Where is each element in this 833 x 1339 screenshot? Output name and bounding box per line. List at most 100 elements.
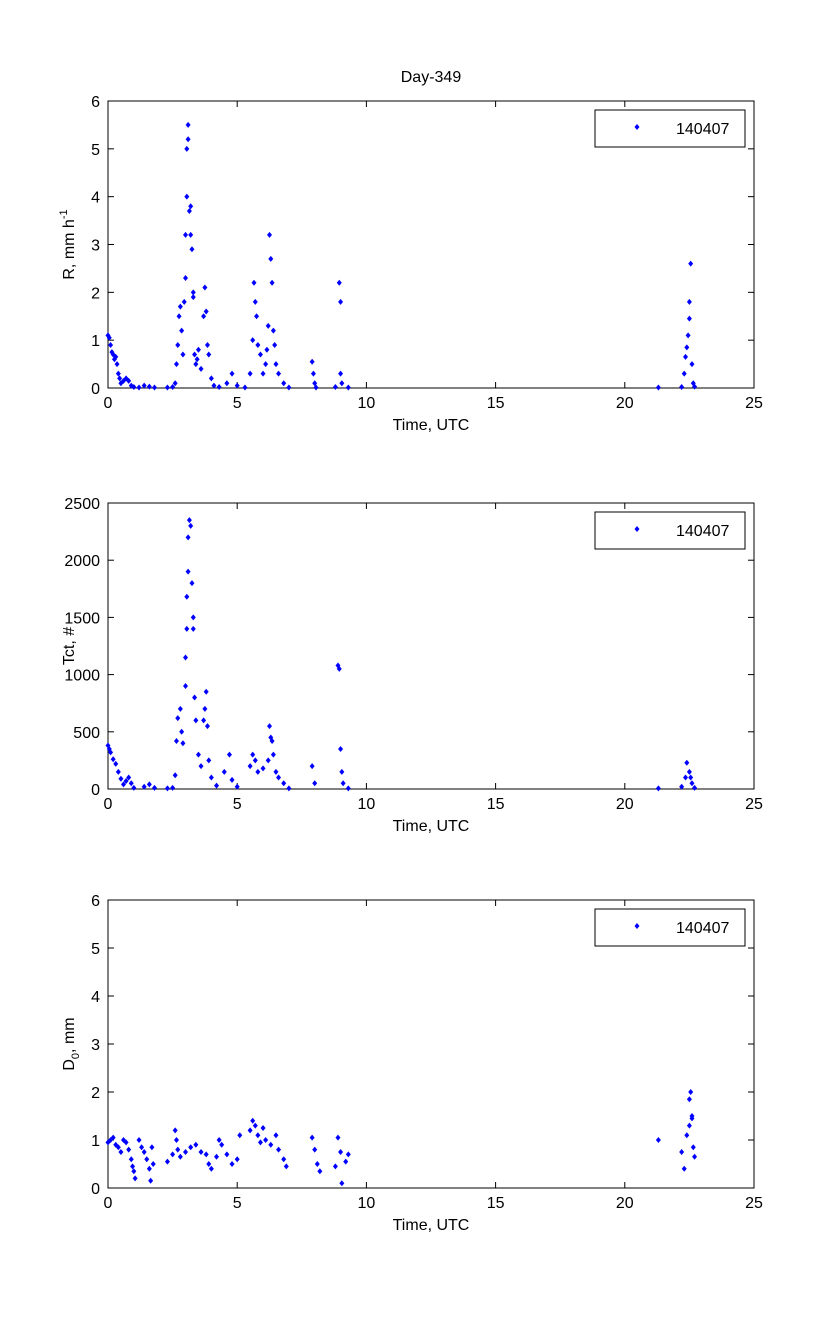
data-point bbox=[113, 760, 119, 767]
data-point bbox=[272, 341, 278, 348]
data-point bbox=[132, 1175, 138, 1182]
data-point bbox=[126, 774, 132, 781]
data-point bbox=[128, 780, 134, 787]
y-tick-label: 1500 bbox=[64, 610, 100, 627]
legend: 140407 bbox=[594, 109, 746, 148]
data-point bbox=[257, 1139, 263, 1146]
data-point bbox=[313, 384, 319, 391]
data-point bbox=[260, 765, 266, 772]
y-tick-label: 5 bbox=[91, 142, 100, 159]
data-point bbox=[685, 332, 691, 339]
data-point bbox=[185, 568, 191, 575]
data-point bbox=[131, 784, 137, 791]
axes-box bbox=[107, 899, 755, 1189]
data-point bbox=[260, 370, 266, 377]
data-point bbox=[180, 351, 186, 358]
data-point bbox=[339, 768, 345, 775]
data-point bbox=[194, 356, 200, 363]
data-point bbox=[338, 745, 344, 752]
data-point bbox=[250, 337, 256, 344]
y-tick-label: 4 bbox=[91, 190, 100, 207]
data-point bbox=[149, 1144, 155, 1151]
legend-marker-icon bbox=[634, 526, 640, 532]
data-point bbox=[175, 715, 181, 722]
y-tick-label: 6 bbox=[91, 893, 100, 910]
data-point bbox=[273, 1132, 279, 1139]
data-point bbox=[309, 358, 315, 365]
data-point bbox=[242, 384, 248, 391]
legend-box bbox=[594, 511, 746, 550]
data-point bbox=[339, 380, 345, 387]
data-point bbox=[686, 768, 692, 775]
data-point bbox=[193, 1141, 199, 1148]
data-point bbox=[247, 763, 253, 770]
data-point bbox=[689, 1113, 695, 1119]
data-point bbox=[188, 522, 194, 529]
data-point bbox=[317, 1168, 323, 1175]
data-point bbox=[185, 534, 191, 541]
y-axis-label-suffix: , mm bbox=[61, 1017, 78, 1053]
data-point bbox=[208, 774, 214, 781]
data-point bbox=[247, 1127, 253, 1134]
series-140407 bbox=[105, 1089, 698, 1187]
data-point bbox=[123, 777, 129, 784]
data-point bbox=[208, 375, 214, 382]
data-point bbox=[339, 1180, 345, 1187]
figure-title: Day-349 bbox=[401, 69, 462, 86]
data-point bbox=[183, 1149, 189, 1155]
data-point bbox=[229, 1161, 235, 1167]
data-point bbox=[679, 1149, 685, 1155]
data-point bbox=[186, 208, 192, 215]
data-point bbox=[139, 1144, 145, 1151]
data-point bbox=[336, 665, 342, 672]
data-point bbox=[198, 763, 204, 770]
data-point bbox=[148, 1177, 154, 1184]
data-point bbox=[183, 274, 189, 281]
data-point bbox=[247, 370, 253, 377]
data-point bbox=[203, 308, 209, 315]
data-point bbox=[173, 361, 179, 368]
legend-label: 140407 bbox=[676, 523, 729, 540]
data-point bbox=[123, 1139, 129, 1146]
series-140407 bbox=[105, 121, 698, 391]
data-point bbox=[267, 231, 272, 238]
data-point bbox=[164, 785, 170, 792]
data-point bbox=[655, 1137, 661, 1143]
x-tick-label: 5 bbox=[233, 1195, 242, 1212]
data-point bbox=[115, 768, 121, 775]
data-point bbox=[188, 1144, 194, 1151]
data-point bbox=[310, 370, 316, 377]
data-point bbox=[255, 768, 261, 775]
data-point bbox=[181, 298, 187, 305]
axes-box bbox=[107, 502, 755, 790]
series-140407 bbox=[105, 517, 698, 792]
y-tick-label: 3 bbox=[91, 238, 100, 255]
data-point bbox=[265, 757, 271, 764]
data-point bbox=[190, 289, 196, 296]
data-point bbox=[206, 757, 212, 764]
data-point bbox=[184, 193, 190, 200]
data-point bbox=[276, 1146, 282, 1153]
data-point bbox=[250, 1117, 256, 1124]
data-point bbox=[336, 279, 342, 286]
data-point bbox=[263, 361, 269, 368]
data-point bbox=[203, 1151, 209, 1158]
axes-box bbox=[107, 100, 755, 389]
x-axis-label: Time, UTC bbox=[393, 818, 470, 835]
data-point bbox=[681, 370, 687, 377]
data-point bbox=[286, 785, 292, 792]
data-point bbox=[268, 1141, 274, 1148]
data-point bbox=[332, 384, 338, 391]
data-point bbox=[189, 246, 195, 253]
data-point bbox=[208, 1165, 214, 1172]
y-tick-label: 1 bbox=[91, 333, 100, 350]
data-point bbox=[283, 1163, 289, 1170]
data-point bbox=[345, 384, 351, 391]
data-point bbox=[189, 580, 195, 587]
x-axis-label: Time, UTC bbox=[393, 417, 470, 434]
data-point bbox=[175, 1146, 181, 1153]
data-point bbox=[175, 341, 181, 348]
data-point bbox=[219, 1141, 225, 1148]
y-tick-label: 2 bbox=[91, 285, 100, 302]
